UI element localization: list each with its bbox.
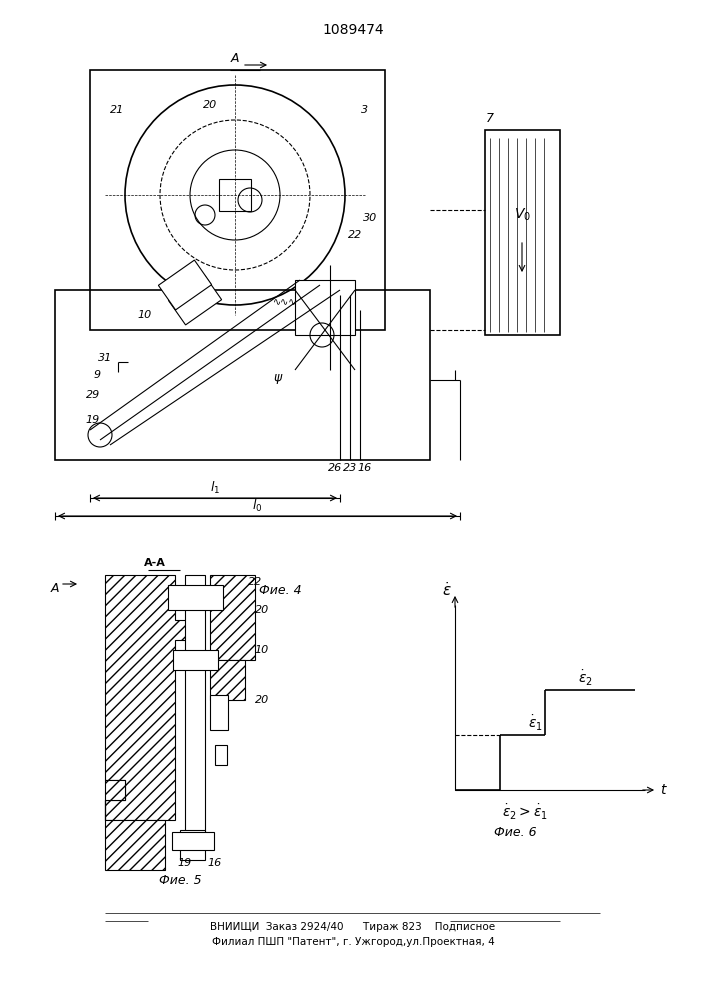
Polygon shape [168, 275, 221, 325]
Text: ψ: ψ [274, 371, 282, 384]
Text: 1089474: 1089474 [322, 23, 384, 37]
Text: 22: 22 [248, 577, 262, 587]
Bar [185, 575, 205, 840]
Text: 31: 31 [98, 353, 112, 363]
Text: $l_1$: $l_1$ [210, 480, 220, 496]
Text: $\dot{\varepsilon}_1$: $\dot{\varepsilon}_1$ [527, 713, 542, 733]
Bar [90, 70, 385, 330]
Text: 26: 26 [328, 463, 342, 473]
Text: Фие. 6: Фие. 6 [493, 826, 537, 838]
Polygon shape [210, 575, 255, 660]
Polygon shape [158, 260, 211, 310]
Polygon shape [105, 780, 165, 870]
Text: 22: 22 [348, 230, 362, 240]
Text: ∿∿∿: ∿∿∿ [273, 297, 297, 307]
Text: 19: 19 [86, 415, 100, 425]
Text: $\dot{\varepsilon}_2$: $\dot{\varepsilon}_2$ [578, 668, 592, 688]
Text: A: A [230, 51, 239, 64]
Text: ВНИИЩИ  Заказ 2924/40      Тираж 823    Подписное: ВНИИЩИ Заказ 2924/40 Тираж 823 Подписное [211, 922, 496, 932]
Text: $V_0$: $V_0$ [513, 207, 530, 223]
Text: 20: 20 [255, 605, 269, 615]
Bar [485, 130, 560, 335]
Text: 30: 30 [363, 213, 377, 223]
Text: 20: 20 [203, 100, 217, 110]
Text: t: t [660, 783, 666, 797]
Text: 19: 19 [178, 858, 192, 868]
Text: 16: 16 [358, 463, 372, 473]
Text: 29: 29 [86, 390, 100, 400]
Polygon shape [105, 575, 195, 820]
Bar [215, 745, 227, 765]
Text: Филиал ПШП "Патент", г. Ужгород,ул.Проектная, 4: Филиал ПШП "Патент", г. Ужгород,ул.Проек… [211, 937, 494, 947]
Text: $l_0$: $l_0$ [252, 498, 262, 514]
Text: 23: 23 [343, 463, 357, 473]
Bar [210, 695, 228, 730]
Polygon shape [210, 660, 245, 700]
Bar [219, 179, 251, 211]
Text: 7: 7 [486, 111, 494, 124]
Text: 9: 9 [93, 370, 100, 380]
Text: $\dot{\varepsilon}_2 > \dot{\varepsilon}_1$: $\dot{\varepsilon}_2 > \dot{\varepsilon}… [502, 802, 548, 822]
Bar [173, 650, 218, 670]
Bar [295, 280, 355, 335]
Text: 20: 20 [255, 695, 269, 705]
Text: 3: 3 [361, 105, 368, 115]
Bar [172, 832, 214, 850]
Text: Фие. 4: Фие. 4 [259, 584, 301, 596]
Text: $\dot{\varepsilon}$: $\dot{\varepsilon}$ [442, 581, 452, 599]
Bar [180, 830, 205, 860]
Bar [168, 585, 223, 610]
Text: А-А: А-А [144, 558, 166, 568]
Text: 10: 10 [255, 645, 269, 655]
Text: 21: 21 [110, 105, 124, 115]
Text: 16: 16 [208, 858, 222, 868]
Text: Фие. 5: Фие. 5 [158, 874, 201, 886]
Bar [55, 290, 430, 460]
Text: 10: 10 [138, 310, 152, 320]
Text: А: А [51, 582, 59, 594]
